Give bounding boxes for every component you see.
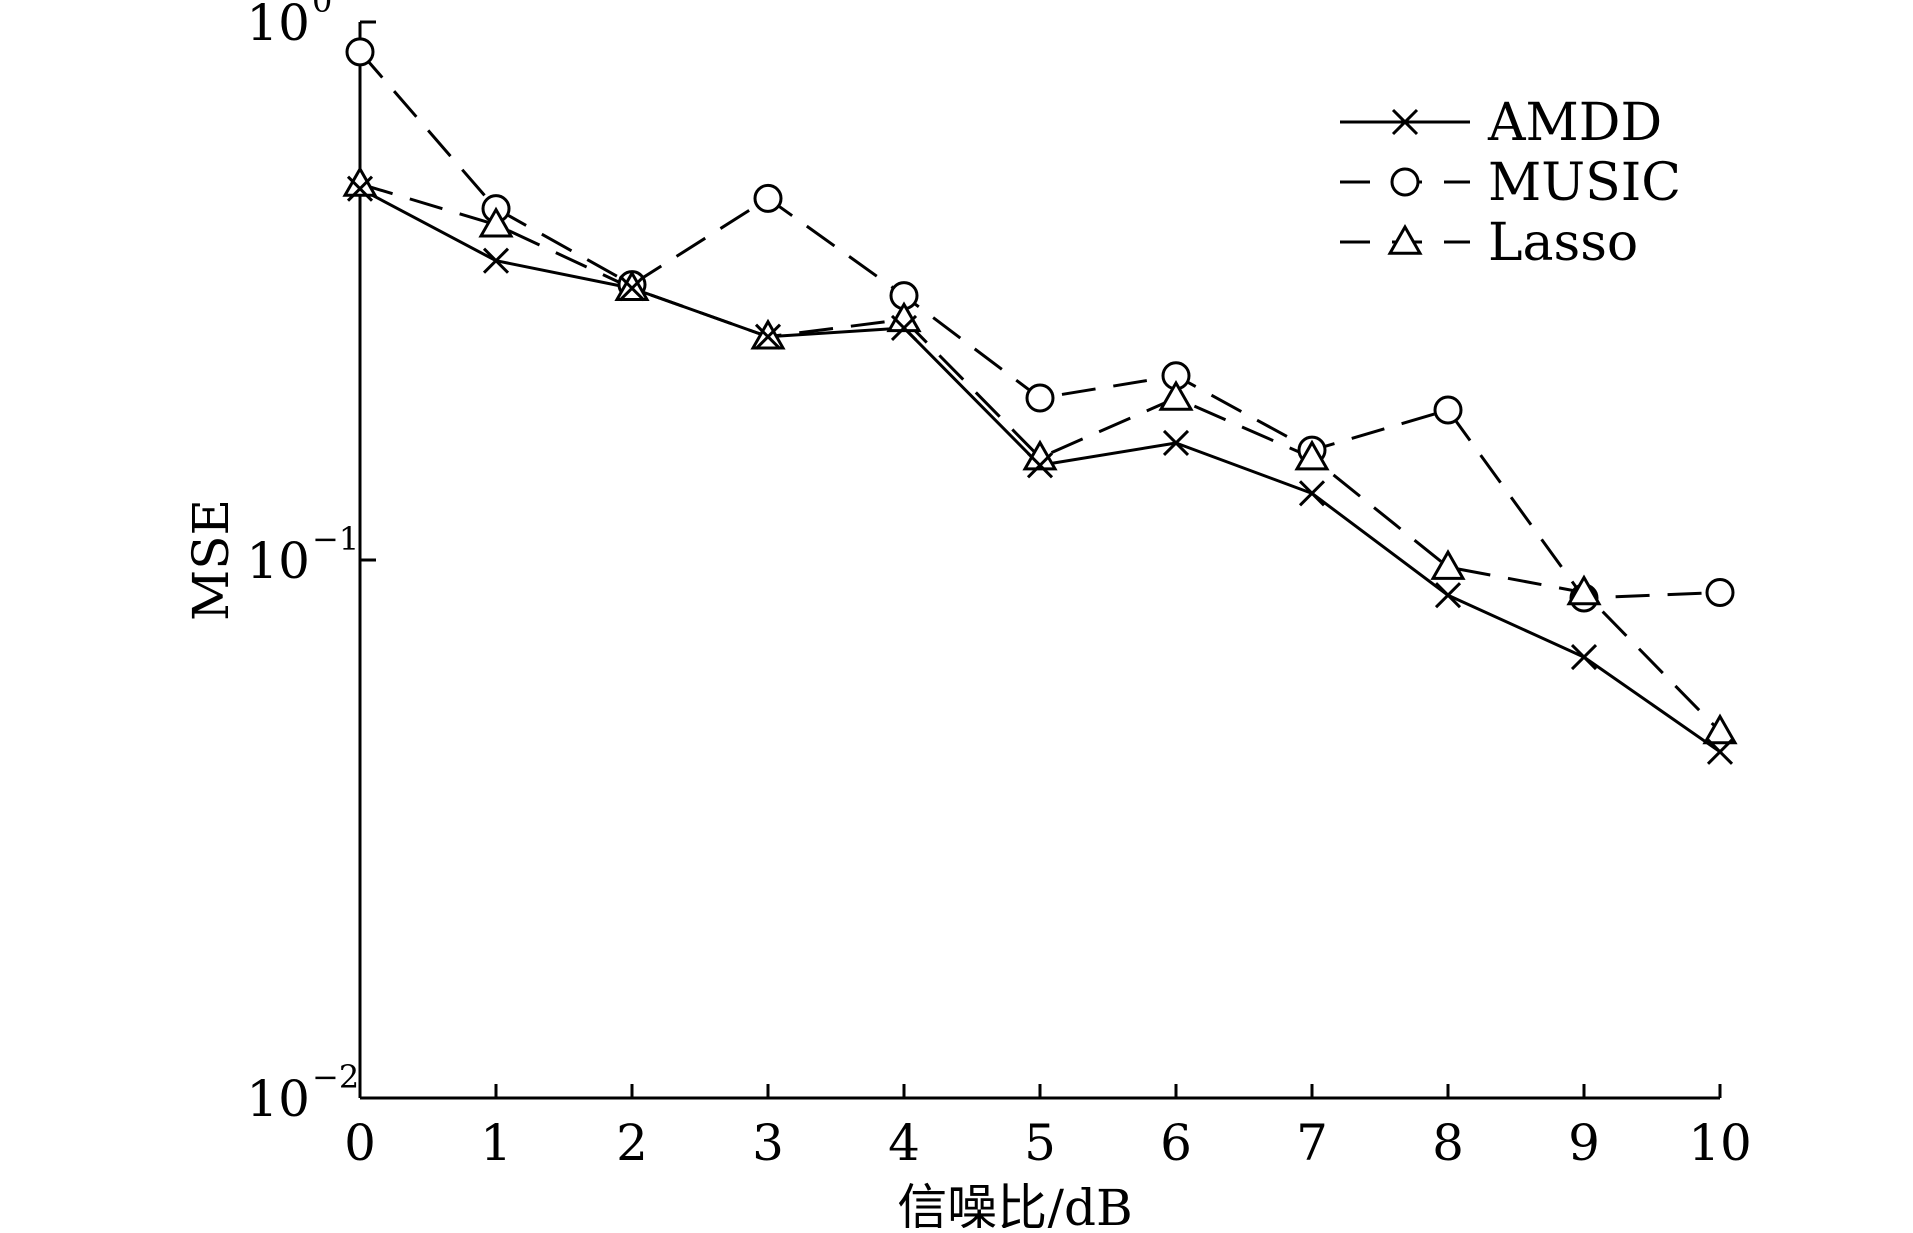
- y-tick-exponent: −2: [312, 1058, 359, 1096]
- x-tick-label: 4: [888, 1114, 920, 1172]
- y-tick-label: 10: [246, 1070, 310, 1128]
- x-tick-label: 10: [1688, 1114, 1752, 1172]
- legend-marker: [1390, 167, 1420, 197]
- marker-stroke: [1026, 452, 1054, 479]
- data-point-lasso: [886, 301, 922, 333]
- x-axis-title: 信噪比/dB: [897, 1179, 1133, 1228]
- legend-marker: [1391, 108, 1419, 136]
- data-point-lasso: [1430, 549, 1466, 580]
- marker-stroke: [1570, 644, 1598, 671]
- y-axis-title: MSE: [182, 499, 240, 621]
- marker-stroke: [1391, 108, 1419, 136]
- data-point-lasso: [478, 206, 514, 238]
- marker-stroke: [754, 323, 782, 350]
- x-tick-label: 2: [616, 1114, 648, 1172]
- series-markers-lasso: [342, 165, 1738, 745]
- data-point-music: [1025, 383, 1055, 413]
- legend-entry-amdd: AMDD: [1340, 93, 1662, 153]
- y-tick-base: 10: [246, 1070, 310, 1128]
- data-point-amdd: [1706, 738, 1734, 765]
- x-tick-label: 6: [1160, 1114, 1192, 1172]
- legend-label: Lasso: [1488, 213, 1638, 273]
- data-point-music: [1433, 395, 1463, 425]
- data-point-music: [345, 37, 375, 67]
- data-point-amdd: [1570, 644, 1598, 671]
- marker-stroke: [1298, 480, 1326, 507]
- legend-entry-lasso: Lasso: [1340, 213, 1638, 273]
- x-tick-label: 3: [752, 1114, 784, 1172]
- x-tick-label: 9: [1568, 1114, 1600, 1172]
- data-point-amdd: [890, 314, 918, 341]
- data-point-music: [1705, 578, 1735, 608]
- y-tick-base: 10: [246, 0, 310, 52]
- y-tick-label: 10: [246, 532, 310, 590]
- data-point-lasso: [1566, 574, 1602, 606]
- x-tick-label: 0: [344, 1114, 376, 1172]
- data-point-lasso: [1702, 713, 1738, 745]
- marker-stroke: [1706, 738, 1734, 765]
- y-tick-exponent: −1: [312, 520, 359, 558]
- data-point-lasso: [342, 165, 378, 197]
- data-point-lasso: [1294, 439, 1330, 471]
- data-point-amdd: [1434, 582, 1462, 609]
- marker-stroke: [482, 247, 510, 274]
- y-tick-exponent: 0: [312, 0, 332, 20]
- legend-label: MUSIC: [1488, 153, 1681, 213]
- legend-label: AMDD: [1487, 93, 1662, 153]
- data-point-amdd: [346, 175, 374, 202]
- legend-entry-music: MUSIC: [1340, 153, 1681, 213]
- x-tick-label: 1: [480, 1114, 512, 1172]
- marker-stroke: [346, 175, 374, 202]
- marker-stroke: [1434, 582, 1462, 609]
- marker-stroke: [1162, 429, 1190, 457]
- series-markers-amdd: [346, 175, 1734, 765]
- data-point-music: [753, 183, 783, 213]
- data-point-amdd: [1026, 452, 1054, 479]
- series-layer: [342, 37, 1738, 765]
- data-point-amdd: [754, 323, 782, 350]
- x-tick-label: 7: [1296, 1114, 1328, 1172]
- x-tick-label: 8: [1432, 1114, 1464, 1172]
- marker-stroke: [618, 275, 646, 302]
- marker-stroke: [890, 314, 918, 341]
- data-point-amdd: [482, 247, 510, 274]
- legend-marker: [1387, 223, 1423, 255]
- data-point-amdd: [618, 275, 646, 302]
- y-tick-label: 10: [246, 0, 310, 52]
- x-tick-label: 5: [1024, 1114, 1056, 1172]
- data-point-amdd: [1298, 480, 1326, 507]
- data-point-amdd: [1162, 429, 1190, 457]
- data-point-lasso: [1158, 380, 1194, 411]
- y-tick-base: 10: [246, 532, 310, 590]
